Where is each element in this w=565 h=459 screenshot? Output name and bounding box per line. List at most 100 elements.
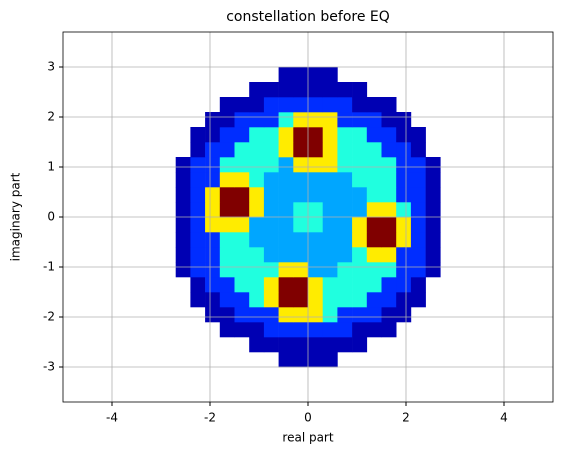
- hist-cell: [176, 352, 191, 367]
- hist-cell: [278, 157, 294, 173]
- hist-cell: [382, 67, 397, 82]
- hist-cell: [176, 112, 191, 127]
- hist-cell: [440, 172, 455, 187]
- hist-cell: [322, 82, 338, 98]
- hist-cell: [161, 127, 176, 142]
- hist-cell: [249, 307, 265, 323]
- hist-cell: [249, 217, 265, 233]
- hist-cell: [381, 202, 397, 218]
- hist-cell: [263, 292, 279, 308]
- hist-cell: [263, 202, 279, 218]
- hist-cell: [190, 82, 205, 97]
- hist-cell: [396, 187, 412, 203]
- hist-cell: [293, 352, 309, 368]
- hist-cell: [264, 352, 279, 367]
- hist-cell: [322, 217, 338, 233]
- hist-cell: [293, 97, 309, 113]
- hist-cell: [381, 307, 397, 323]
- hist-cell: [263, 97, 279, 113]
- hist-cell: [161, 277, 176, 292]
- hist-cell: [440, 337, 455, 352]
- hist-cell: [396, 262, 412, 278]
- hist-cell: [205, 307, 221, 323]
- hist-cell: [396, 307, 412, 323]
- hist-cell: [190, 352, 205, 367]
- hist-cell: [219, 127, 235, 143]
- hist-cell: [234, 127, 250, 143]
- hist-cell: [308, 337, 323, 353]
- hist-cell: [190, 262, 206, 278]
- hist-cell: [205, 97, 220, 112]
- hist-cell: [234, 97, 250, 113]
- hist-cell: [352, 247, 368, 263]
- hist-cell: [308, 352, 323, 368]
- hist-cell: [190, 247, 206, 263]
- hist-cell: [176, 97, 191, 112]
- hist-cell: [337, 292, 353, 308]
- hist-cell: [308, 322, 323, 338]
- hist-cell: [440, 112, 455, 127]
- hist-cell: [411, 82, 426, 97]
- hist-cell: [190, 217, 206, 233]
- hist-cell: [308, 187, 323, 203]
- hist-cell: [308, 247, 323, 263]
- hist-cell: [235, 67, 250, 82]
- hist-cell: [235, 82, 250, 97]
- hist-cell: [293, 187, 309, 203]
- hist-cell: [249, 337, 265, 353]
- y-tick-label: 2: [47, 110, 55, 124]
- y-tick-label: 3: [47, 60, 55, 74]
- hist-cell: [219, 142, 235, 158]
- hist-cell: [308, 157, 323, 173]
- hist-cell: [190, 172, 206, 188]
- hist-cell: [293, 262, 309, 278]
- hist-cell: [322, 67, 338, 83]
- hist-cell: [234, 247, 250, 263]
- hist-cell: [161, 247, 176, 262]
- hist-cell: [440, 277, 455, 292]
- hist-cell: [263, 187, 279, 203]
- hist-cell: [440, 67, 455, 82]
- hist-cell: [440, 307, 455, 322]
- hist-cell: [234, 142, 250, 158]
- hist-cell: [426, 337, 441, 352]
- hist-cell: [410, 292, 426, 308]
- hist-cell: [234, 262, 250, 278]
- hist-cell: [440, 202, 455, 217]
- hist-cell: [322, 262, 338, 278]
- hist-cell: [440, 97, 455, 112]
- hist-cell: [161, 112, 176, 127]
- hist-cell: [161, 322, 176, 337]
- hist-cell: [396, 277, 412, 293]
- hist-cell: [440, 247, 455, 262]
- hist-cell: [263, 247, 279, 263]
- hist-cell: [219, 232, 235, 248]
- hist-cell: [190, 112, 205, 127]
- hist-cell: [411, 307, 426, 322]
- hist-cell: [426, 112, 441, 127]
- hist-cell: [411, 352, 426, 367]
- hist-cell: [337, 307, 353, 323]
- chart-title: constellation before EQ: [226, 9, 390, 25]
- hist-cell: [396, 172, 412, 188]
- hist-cell: [381, 112, 397, 128]
- hist-cell: [263, 322, 279, 338]
- hist-cell: [308, 217, 323, 233]
- hist-cell: [263, 337, 279, 353]
- hist-cell: [263, 232, 279, 248]
- hist-cell: [308, 97, 323, 113]
- hist-cell: [190, 337, 205, 352]
- hist-cell: [190, 157, 206, 173]
- hist-cell: [161, 337, 176, 352]
- hist-cell: [366, 277, 382, 293]
- x-tick-label: 0: [304, 411, 312, 425]
- hist-cell: [278, 112, 294, 128]
- hist-cell: [234, 187, 250, 203]
- hist-cell: [278, 187, 294, 203]
- hist-cell: [235, 352, 250, 367]
- hist-cell: [278, 127, 294, 143]
- hist-cell: [352, 97, 368, 113]
- hist-cell: [440, 142, 455, 157]
- hist-cell: [308, 277, 323, 293]
